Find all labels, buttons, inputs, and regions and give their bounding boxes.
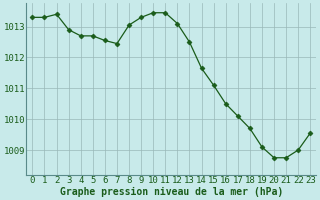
X-axis label: Graphe pression niveau de la mer (hPa): Graphe pression niveau de la mer (hPa) (60, 186, 283, 197)
